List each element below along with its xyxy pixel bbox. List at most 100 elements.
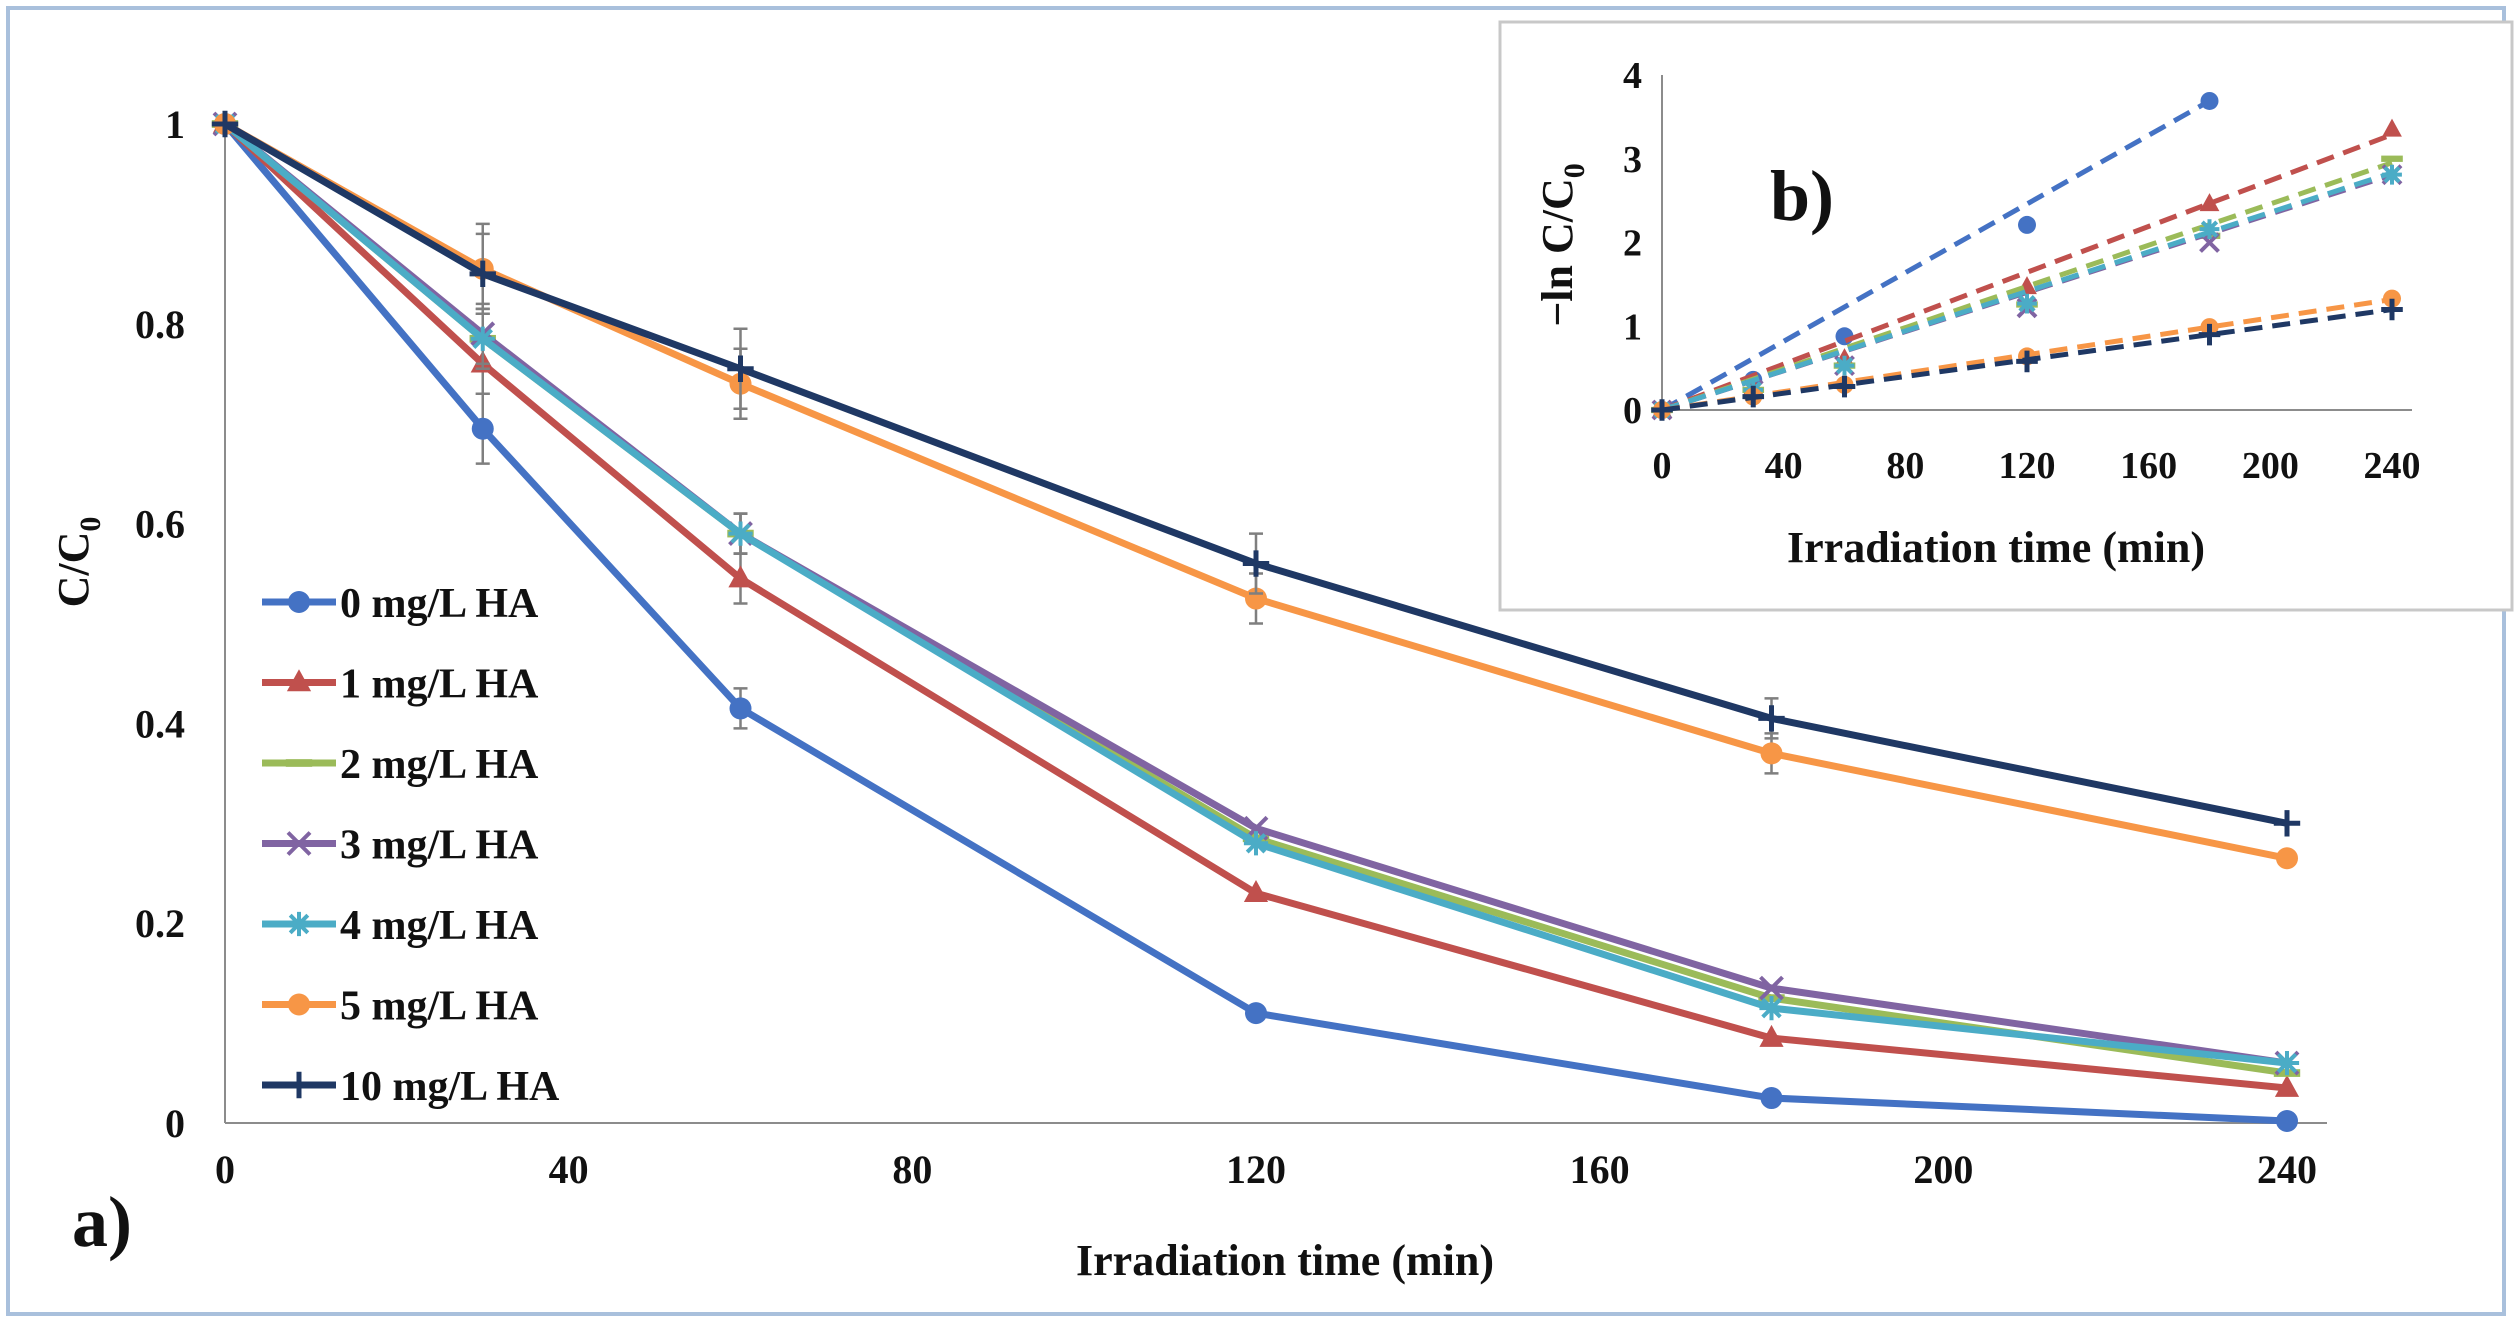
data-point — [1759, 975, 1784, 1001]
inset-y-tick-label-2: 2 — [1623, 223, 1642, 265]
data-point — [1245, 1002, 1267, 1025]
inset-x-tick-label-5: 200 — [2242, 445, 2299, 487]
inset-x-axis-label: Irradiation time (min) — [1787, 523, 2205, 572]
main-y-tick-label-5: 1 — [165, 102, 185, 147]
main-x-tick-label-0: 0 — [215, 1147, 235, 1192]
data-point — [2274, 1050, 2300, 1076]
inset-y-tick-label-3: 3 — [1623, 139, 1642, 181]
data-point — [2276, 1110, 2298, 1133]
series-line-5-mg-l-ha — [223, 120, 2288, 862]
panel-label-a: a) — [72, 1182, 132, 1262]
data-point — [470, 326, 495, 351]
inset-data-point — [2381, 298, 2403, 321]
legend-label: 1 mg/L HA — [340, 662, 539, 708]
main-y-tick-label-2: 0.4 — [135, 701, 185, 746]
inset-x-tick-label-6: 240 — [2364, 445, 2421, 487]
series-0-mg-l-ha — [214, 113, 2298, 1133]
legend-label: 3 mg/L HA — [340, 823, 539, 869]
inset-x-tick-label-2: 80 — [1886, 445, 1924, 487]
legend-entry-1-mg-l-ha: 1 mg/L HA — [262, 662, 539, 708]
main-x-tick-label-1: 40 — [549, 1147, 589, 1192]
data-point — [211, 110, 239, 138]
main-y-tick-label-4: 0.8 — [135, 302, 185, 347]
inset-data-point — [2200, 91, 2219, 110]
inset-axes: 0 40 80 120 160 200 240 0 1 2 3 4 — [1623, 55, 2421, 487]
inset-data-point — [1742, 385, 1765, 408]
data-point — [2273, 810, 2301, 837]
legend-label: 10 mg/L HA — [340, 1064, 560, 1110]
legend-swatch-marker — [286, 669, 312, 692]
inset-y-label-text: −ln C/C — [1533, 178, 1582, 327]
data-point — [2276, 847, 2298, 870]
inset-series-0-mg-l-ha — [1653, 91, 2219, 419]
inset-x-tick-label-0: 0 — [1653, 445, 1672, 487]
main-y-tick-label-0: 0 — [165, 1101, 185, 1146]
data-point — [728, 521, 753, 546]
inset-data-point — [2017, 293, 2037, 314]
main-x-tick-label-6: 240 — [2257, 1147, 2317, 1192]
data-point — [1760, 1087, 1783, 1110]
inset-fit-line — [1661, 170, 2393, 413]
legend-swatch-marker — [286, 831, 312, 856]
inset-x-tick-label-4: 160 — [2120, 445, 2177, 487]
panel-label-b: b) — [1770, 156, 1834, 236]
legend-entry-3-mg-l-ha: 3 mg/L HA — [262, 823, 539, 869]
data-point — [1758, 705, 1785, 732]
legend-swatch-marker — [285, 759, 313, 767]
data-point — [1243, 831, 1269, 856]
inset-x-tick-label-3: 120 — [1999, 445, 2056, 487]
inset-y-label-sub: 0 — [1558, 163, 1591, 178]
inset-x-tick-label-1: 40 — [1765, 445, 1803, 487]
legend-entry-2-mg-l-ha: 2 mg/L HA — [262, 742, 539, 788]
data-point — [1759, 1024, 1784, 1047]
legend-entry-4-mg-l-ha: 4 mg/L HA — [262, 903, 539, 949]
inset-plot-area — [1651, 91, 2403, 421]
data-point — [1759, 996, 1784, 1021]
legend-label: 5 mg/L HA — [340, 984, 539, 1030]
inset-y-tick-label-0: 0 — [1623, 390, 1642, 432]
main-x-tick-label-5: 200 — [1913, 1147, 1973, 1192]
data-point — [469, 260, 496, 288]
main-y-tick-label-3: 0.6 — [135, 502, 185, 547]
legend-label: 4 mg/L HA — [340, 903, 539, 949]
inset-series-10-mg-l-ha — [1651, 298, 2403, 421]
legend-entry-10-mg-l-ha: 10 mg/L HA — [262, 1064, 560, 1110]
data-point — [1242, 550, 1270, 577]
svg-text:C/C0: C/C0 — [49, 517, 107, 608]
main-y-tick-label-1: 0.2 — [135, 901, 185, 946]
inset-data-point — [1834, 355, 1855, 376]
inset-data-point — [2018, 215, 2036, 234]
series-10-mg-l-ha — [211, 110, 2301, 837]
inset-data-point — [2382, 118, 2402, 137]
data-point — [729, 697, 752, 720]
inset-y-axis-label: −ln C/C0 — [1533, 163, 1591, 327]
main-x-axis-label: Irradiation time (min) — [1076, 1236, 1494, 1285]
series-line-1-mg-l-ha — [222, 121, 2288, 1092]
series-line-0-mg-l-ha — [222, 121, 2288, 1125]
legend-label: 0 mg/L HA — [340, 581, 539, 627]
inset-y-tick-label-1: 1 — [1623, 306, 1642, 348]
data-point — [2274, 1074, 2300, 1097]
series-line-10-mg-l-ha — [223, 120, 2288, 827]
svg-text:−ln C/C0: −ln C/C0 — [1533, 163, 1591, 327]
legend-swatch-marker — [288, 993, 310, 1016]
legend-swatch-marker — [288, 591, 310, 613]
inset-data-point — [2382, 164, 2402, 185]
inset-data-point — [2198, 323, 2221, 346]
data-point — [1243, 880, 1269, 903]
main-x-tick-label-4: 160 — [1570, 1147, 1630, 1192]
inset-frame — [1498, 20, 2514, 612]
data-point — [728, 565, 753, 588]
inset-fit-line — [1660, 98, 2211, 413]
inset-data-point — [2381, 155, 2403, 162]
main-y-label-sub: 0 — [74, 517, 107, 532]
legend-entry-0-mg-l-ha: 0 mg/L HA — [262, 581, 539, 627]
legend-swatch-marker — [286, 911, 312, 937]
inset-data-point — [1651, 399, 1673, 421]
legend-swatch-marker — [285, 1071, 313, 1099]
inset-y-tick-label-4: 4 — [1623, 55, 1642, 97]
data-point — [727, 355, 754, 382]
main-x-tick-label-3: 120 — [1226, 1147, 1286, 1192]
